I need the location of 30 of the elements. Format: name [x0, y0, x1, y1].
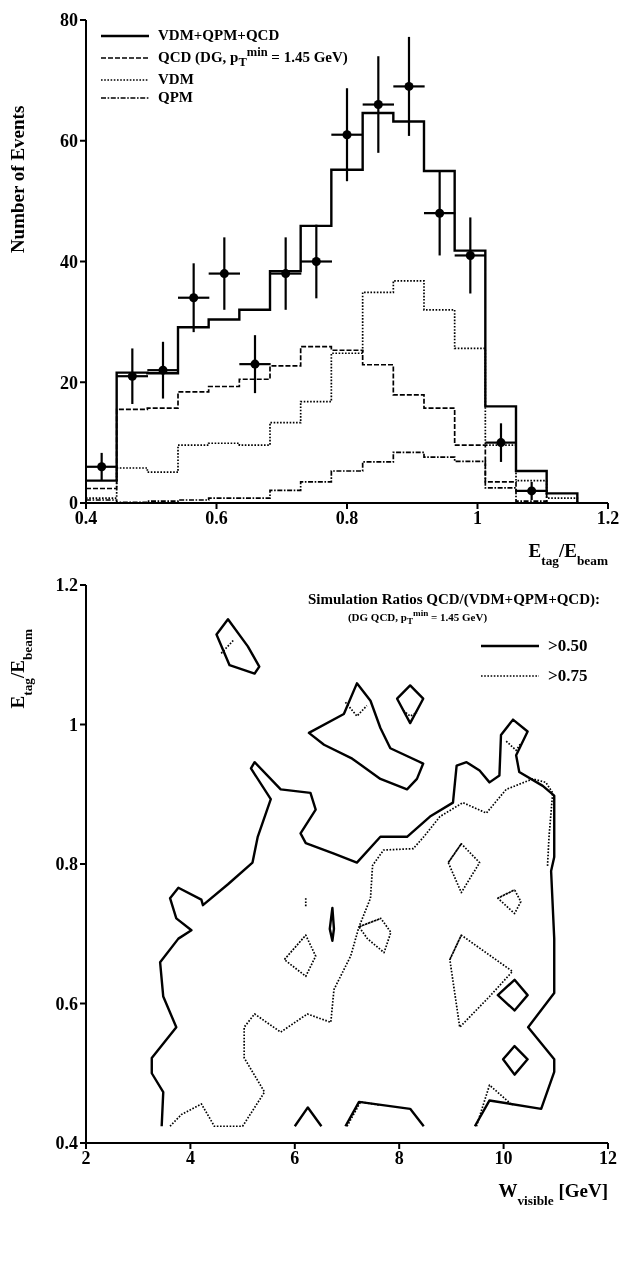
legend-label: QCD (DG, p$_{T}$$^{min}$ = 1.45 GeV) — [158, 45, 348, 70]
y-tick-label: 0.8 — [55, 854, 78, 875]
y-tick-label: 20 — [60, 372, 78, 393]
x-tick-label: 0.6 — [205, 507, 228, 528]
y-tick-label: 1 — [69, 714, 78, 735]
legend-label: VDM+QPM+QCD — [158, 27, 280, 44]
x-tick-label: 0.8 — [335, 507, 359, 528]
y-tick-label: 60 — [60, 131, 78, 152]
x-axis-title: W$_{visible}$ [GeV] — [498, 1180, 608, 1208]
x-tick-label: 4 — [185, 1147, 195, 1168]
y-tick-label: 0.6 — [55, 993, 78, 1014]
x-tick-label: 1.2 — [596, 507, 620, 528]
legend-label: QPM — [158, 89, 193, 106]
x-axis-title: E$_{tag}$/E$_{beam}$ — [528, 540, 608, 568]
y-tick-label: 40 — [60, 251, 78, 272]
y-tick-label: 0.4 — [55, 1133, 78, 1154]
y-tick-label: 1.2 — [55, 575, 78, 596]
x-tick-label: 6 — [290, 1147, 300, 1168]
x-tick-label: 2 — [81, 1147, 91, 1168]
legend-label: VDM — [158, 71, 194, 88]
y-axis-title: Number of Events — [7, 105, 28, 254]
legend-label: >0.50 — [548, 635, 589, 656]
annotation: (DG QCD, p$_{T}$$^{min}$ = 1.45 GeV) — [347, 608, 489, 626]
legend-title: Simulation Ratios QCD/(VDM+QPM+QCD): — [307, 591, 600, 608]
x-tick-label: 12 — [599, 1147, 617, 1168]
x-tick-label: 10 — [494, 1147, 513, 1168]
y-tick-label: 80 — [60, 10, 78, 31]
x-tick-label: 8 — [394, 1147, 404, 1168]
x-tick-label: 1 — [473, 507, 482, 528]
legend-label: >0.75 — [548, 665, 589, 686]
